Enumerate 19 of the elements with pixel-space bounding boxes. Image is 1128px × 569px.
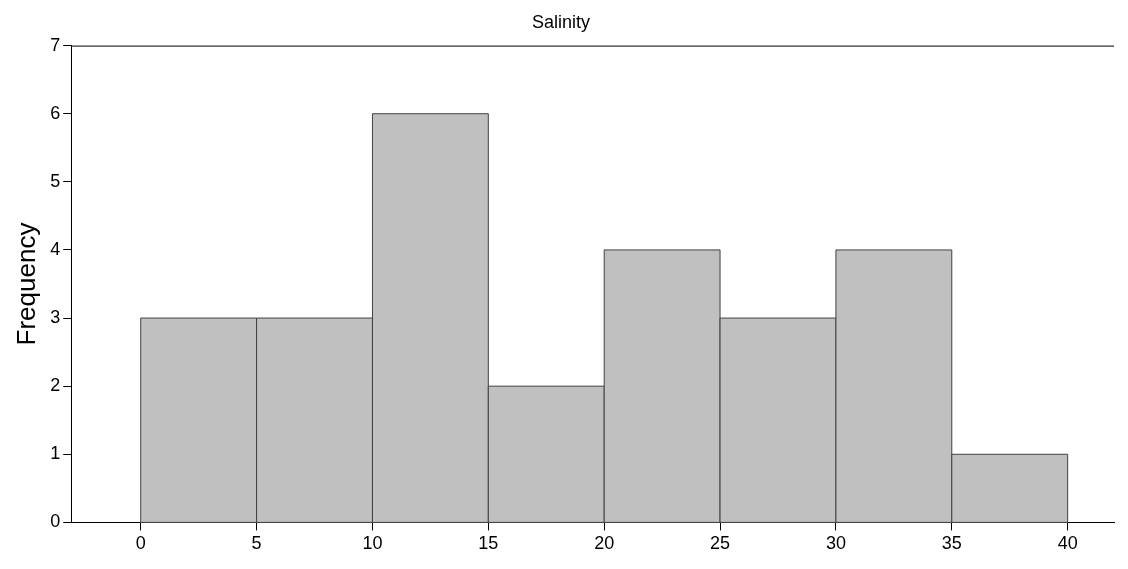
x-tick-label: 25 bbox=[710, 533, 731, 554]
x-tick-label: 5 bbox=[251, 533, 262, 554]
y-tick-label: 4 bbox=[50, 238, 61, 259]
y-tick-label: 7 bbox=[50, 34, 61, 55]
y-tick-label: 0 bbox=[50, 511, 61, 532]
chart-title: Salinity bbox=[531, 11, 591, 32]
y-tick-label: 1 bbox=[50, 443, 61, 464]
y-tick-label: 5 bbox=[50, 170, 61, 191]
y-tick-label: 3 bbox=[50, 307, 61, 328]
x-tick-label: 0 bbox=[135, 533, 146, 554]
x-tick-label: 10 bbox=[362, 533, 383, 554]
x-tick-label: 40 bbox=[1057, 533, 1078, 554]
y-axis-title: Frequency bbox=[10, 222, 41, 346]
y-tick-label: 2 bbox=[50, 375, 61, 396]
x-tick-label: 20 bbox=[594, 533, 615, 554]
y-tick-label: 6 bbox=[50, 102, 61, 123]
x-tick-label: 35 bbox=[941, 533, 962, 554]
x-tick-label: 15 bbox=[478, 533, 499, 554]
x-tick-label: 30 bbox=[825, 533, 846, 554]
